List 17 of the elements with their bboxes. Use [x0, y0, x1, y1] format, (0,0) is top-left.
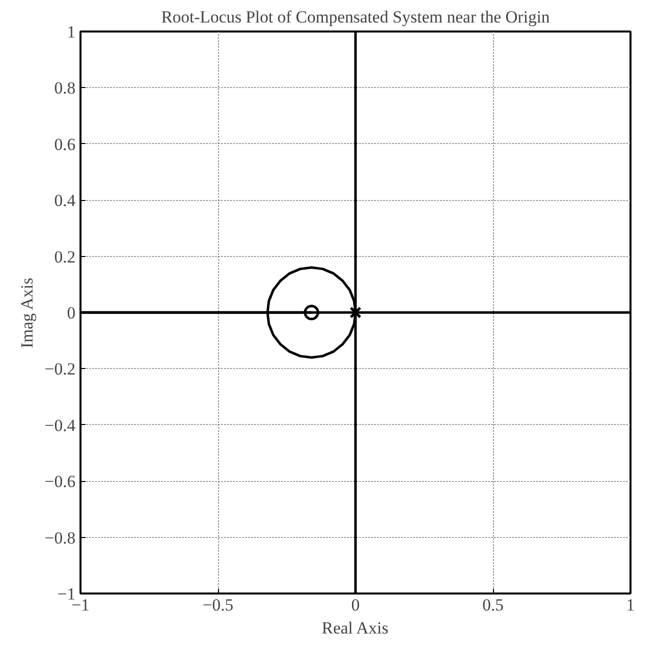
y-axis-title: Imag Axis: [18, 278, 37, 348]
y-tick-label: 0.4: [54, 191, 76, 210]
y-tick-label: 0.2: [54, 247, 76, 266]
y-tick-label: 0.6: [54, 134, 76, 154]
x-tick-label: 0.5: [482, 596, 504, 614]
x-tick-label: −0.5: [202, 596, 234, 614]
x-tick-label: 1: [626, 596, 635, 614]
y-tick-label: −0.4: [44, 416, 76, 435]
y-tick-label: −0.8: [44, 528, 76, 548]
y-tick-label: −0.6: [44, 472, 76, 492]
y-tick-label: 0: [67, 304, 76, 322]
y-tick-label: 0.8: [54, 78, 76, 98]
y-tick-label: 1: [67, 22, 76, 42]
x-tick-label: 0: [351, 596, 360, 614]
y-tick-label: −0.2: [44, 360, 76, 379]
chart-title: Root-Locus Plot of Compensated System near the Origin: [161, 8, 550, 26]
x-axis-title: Real Axis: [322, 618, 388, 638]
